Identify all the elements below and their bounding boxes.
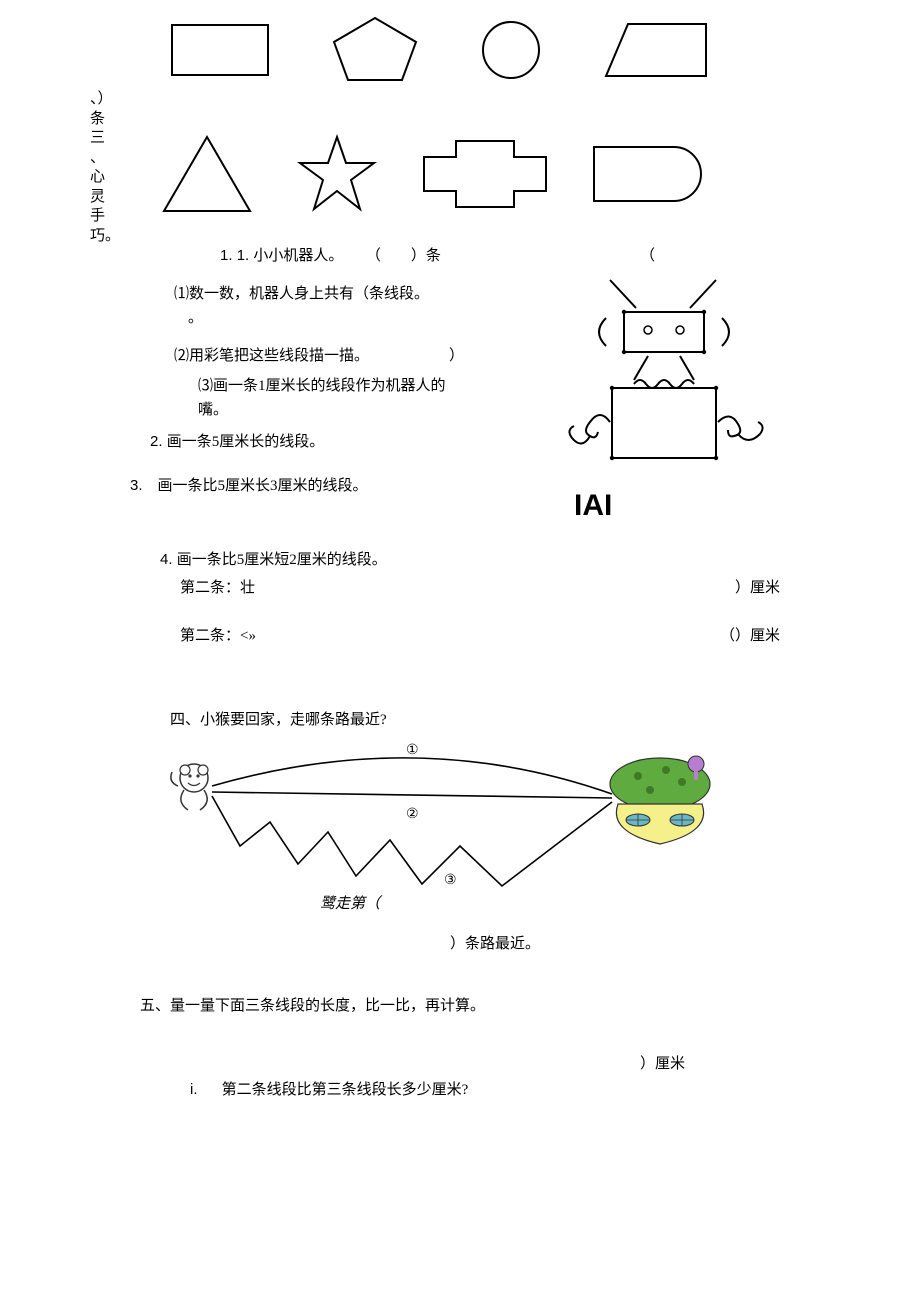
trapezoid-shape [602, 20, 712, 80]
robot-questions: ⑴数一数，机器人身上共有（条线段。 。 ⑵用彩笔把这些线段描一描。 ） ⑶画一条… [80, 276, 500, 454]
sec5-cm: ）厘米 [640, 1052, 840, 1076]
q4-line1: 第二条：壮 ）厘米 [180, 576, 780, 600]
robot-figure [540, 272, 800, 482]
q1-sub2-text: ⑵用彩笔把这些线段描一描。 [174, 344, 369, 368]
iai-text: IAI [574, 482, 612, 530]
house-icon [610, 756, 710, 844]
q1-sub1-tail: 。 [188, 306, 500, 330]
triangle-shape [160, 133, 254, 215]
pentagon-shape [330, 16, 420, 84]
sec5-i-text: 第二条线段比第三条线段长多少厘米? [222, 1082, 469, 1098]
sec5-i-num: i. [190, 1081, 198, 1098]
q1-sub3: ⑶画一条1厘米长的线段作为机器人的嘴。 [198, 374, 458, 422]
rectangle-shape [170, 23, 270, 78]
path-label-2: ② [406, 807, 419, 822]
section-5-title: 五、量一量下面三条线段的长度，比一比，再计算。 [140, 994, 840, 1018]
q4-line2-r: （）厘米 [720, 624, 780, 648]
path-label-1: ① [406, 743, 419, 758]
q4-title: 4. 画一条比5厘米短2厘米的线段。 [160, 548, 840, 572]
q2: 2. 2. 画一条5厘米长的线段。画一条5厘米长的线段。 [150, 430, 500, 454]
path-svg: ① ② ③ [160, 736, 740, 926]
monkey-icon [171, 764, 208, 810]
side-l4: 灵手 [90, 188, 110, 227]
side-l1: 、） [90, 90, 110, 110]
sec4-ans1: 鹭走第（ [320, 892, 380, 916]
blank-paren-row: 1. 1. 小小机器人。（ ）条 （ [220, 244, 840, 268]
q1-sub2-row: ⑵用彩笔把这些线段描一描。 ） [174, 344, 464, 368]
shapes-row-2 [160, 134, 840, 214]
star-shape [294, 133, 380, 215]
side-l2: 条三 [90, 110, 110, 149]
blank-left: （ ）条 [373, 247, 441, 264]
q4-line2-l: 第二条：<» [180, 624, 256, 648]
blank-right: （ [640, 244, 655, 268]
sec5-i: i. 第二条线段比第三条线段长多少厘米? [190, 1078, 840, 1102]
q1-title-text: 1. 小小机器人。 [237, 247, 344, 264]
worksheet-page: 、） 条三 、心 灵手 巧。 1. 1. 小小机器人。（ ）条 （ ⑴数一数，机… [0, 0, 920, 1303]
side-l5: 巧。 [90, 227, 110, 247]
path-label-3: ③ [444, 873, 457, 888]
q1-sub1: ⑴数一数，机器人身上共有（条线段。 。 [174, 282, 500, 330]
sec4-ans2: ）条路最近。 [450, 932, 840, 956]
side-l3: 、心 [90, 149, 110, 188]
q4-block: 4. 画一条比5厘米短2厘米的线段。 第二条：壮 ）厘米 第二条：<» （）厘米 [160, 548, 840, 648]
circle-shape [480, 19, 542, 81]
q4-line2: 第二条：<» （）厘米 [180, 624, 780, 648]
q1-sub1-text: ⑴数一数，机器人身上共有（条线段。 [174, 286, 429, 302]
bullet-shape [590, 143, 706, 205]
q4-line1-r: ）厘米 [735, 576, 780, 600]
section-4-title: 四、小猴要回家，走哪条路最近? [170, 708, 840, 732]
side-vertical-text: 、） 条三 、心 灵手 巧。 [90, 90, 110, 246]
cross-shape [420, 137, 550, 211]
robot-section: ⑴数一数，机器人身上共有（条线段。 。 ⑵用彩笔把这些线段描一描。 ） ⑶画一条… [80, 276, 840, 454]
monkey-path-diagram: ① ② ③ 鹭走第（ [160, 736, 740, 926]
q4-line1-l: 第二条：壮 [180, 576, 255, 600]
q1-sub2-paren: ） [449, 344, 464, 368]
robot-figure-col: IAI [500, 276, 840, 454]
shapes-row-1 [170, 10, 840, 90]
